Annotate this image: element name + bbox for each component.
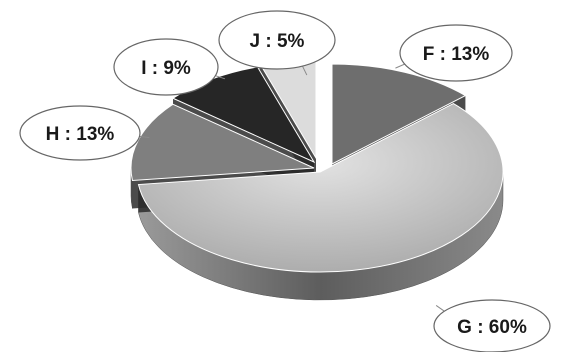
data-label-J: J : 5%	[250, 31, 305, 52]
label-bubble-H	[19, 105, 141, 161]
labels-layer: F : 13% G : 60% H : 13% I : 9% J : 5%	[19, 10, 551, 353]
label-bubble-I	[113, 38, 219, 96]
pie-slice-G	[137, 102, 504, 273]
data-label-F: F : 13%	[423, 44, 490, 65]
data-label-I: I : 9%	[141, 58, 191, 79]
leader-line-G	[435, 305, 445, 312]
leader-line-H	[139, 135, 150, 139]
leader-line-F	[395, 63, 405, 69]
label-bubble-F	[399, 24, 513, 82]
slices-layer	[130, 57, 504, 301]
pie-slice-F	[331, 63, 467, 165]
data-label-G: G : 60%	[457, 317, 527, 338]
label-bubble-J	[218, 10, 336, 70]
data-label-H: H : 13%	[46, 124, 115, 145]
leader-line-J	[302, 65, 308, 76]
leader-line-I	[215, 75, 226, 80]
